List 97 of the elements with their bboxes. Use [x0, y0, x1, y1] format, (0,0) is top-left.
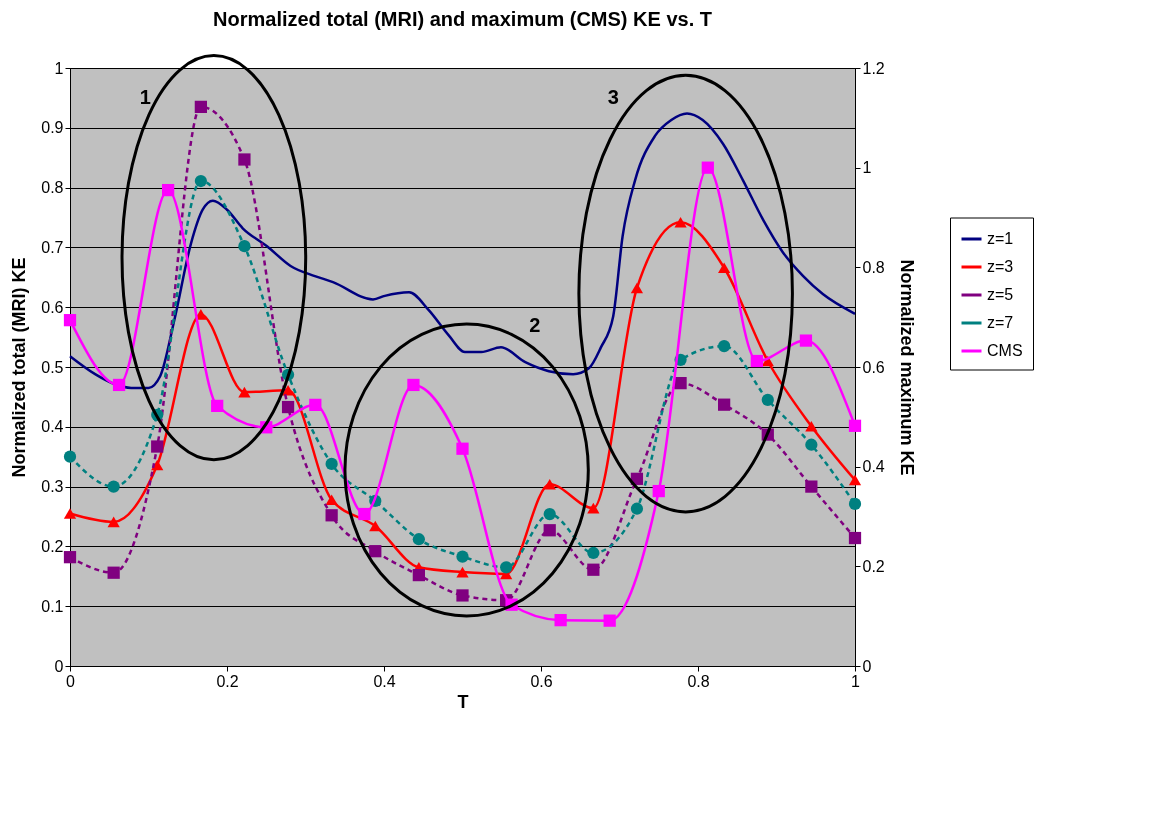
point	[456, 550, 469, 563]
point	[63, 450, 77, 463]
point	[281, 400, 295, 414]
point	[162, 183, 175, 197]
point	[543, 478, 556, 490]
y2-tick-label: 0.6	[862, 358, 885, 376]
point	[848, 497, 862, 511]
point	[456, 442, 469, 455]
point	[805, 480, 818, 493]
y-tick-label: 0	[54, 657, 64, 675]
y-tick-label: 0.2	[41, 537, 64, 555]
point	[63, 314, 77, 327]
point	[456, 589, 469, 602]
point	[543, 524, 556, 537]
y2-tick-label: 0	[862, 657, 872, 675]
y-tick-label: 0.8	[41, 179, 64, 197]
point	[325, 494, 338, 506]
point	[211, 399, 224, 412]
line-series	[68, 112, 857, 390]
point	[325, 457, 338, 470]
point	[194, 174, 207, 188]
y-tick-label: 0.6	[41, 298, 64, 316]
x-tick-label: 0.4	[373, 672, 396, 690]
point	[369, 520, 382, 532]
point	[750, 354, 763, 368]
y-tick-label: 0.4	[41, 418, 64, 436]
point	[238, 153, 251, 166]
point	[718, 339, 731, 353]
point	[281, 385, 295, 396]
x-tick-label: 1	[851, 672, 861, 690]
x-tick-label: 0	[66, 672, 76, 690]
x-tick-label: 0.8	[687, 672, 710, 690]
point	[107, 566, 120, 579]
point	[603, 614, 616, 627]
point	[587, 502, 600, 514]
point	[107, 516, 120, 528]
point	[412, 568, 425, 582]
y2-tick-label: 0.8	[862, 258, 885, 276]
point	[63, 508, 77, 519]
annotation: 2	[529, 313, 541, 336]
point	[848, 474, 862, 486]
point	[674, 216, 687, 228]
point	[369, 545, 382, 558]
point	[805, 420, 818, 432]
point	[543, 508, 556, 521]
legend-label: z=5	[987, 286, 1014, 303]
point	[587, 546, 600, 560]
point	[107, 480, 120, 493]
y2-axis-title: Normalized maximum KE	[896, 259, 917, 476]
point	[848, 531, 862, 545]
y-tick-label: 0.9	[41, 119, 64, 137]
y-tick-label: 1	[54, 59, 64, 77]
chart-title: Normalized total (MRI) and maximum (CMS) KE vs. T	[213, 8, 712, 30]
x-tick-label: 0.2	[216, 672, 239, 690]
y2-tick-label: 1	[862, 159, 872, 177]
y-tick-label: 0.3	[41, 478, 64, 496]
point	[701, 161, 714, 174]
y-axis-title: Normalized total (MRI) KE	[9, 257, 30, 478]
legend-label: z=7	[987, 314, 1014, 331]
point	[718, 398, 731, 411]
point	[587, 563, 600, 576]
point	[805, 438, 818, 451]
point	[151, 440, 164, 453]
point	[674, 377, 687, 390]
point	[630, 282, 644, 294]
point	[63, 551, 77, 564]
point	[112, 378, 126, 392]
point	[407, 378, 420, 392]
legend-label: z=3	[987, 258, 1014, 275]
point	[456, 566, 469, 578]
point	[500, 561, 513, 574]
y2-tick-label: 0.4	[862, 458, 885, 476]
legend-label: z=1	[987, 230, 1014, 247]
y-tick-label: 0.7	[41, 238, 64, 256]
point	[554, 614, 567, 627]
x-tick-label: 0.6	[530, 672, 553, 690]
y-tick-label: 0.1	[41, 597, 64, 615]
y2-tick-label: 0.2	[862, 557, 885, 575]
point	[718, 262, 731, 274]
point	[238, 240, 251, 253]
point	[194, 100, 207, 113]
point	[238, 386, 251, 398]
point	[799, 334, 813, 347]
y2-tick-label: 1.2	[862, 59, 885, 77]
point	[325, 509, 338, 522]
x-axis-title: T	[457, 691, 469, 712]
point	[309, 398, 322, 411]
annotation: 1	[139, 85, 151, 108]
annotation: 3	[607, 85, 619, 108]
point	[848, 419, 862, 432]
point	[412, 533, 425, 546]
point	[652, 484, 665, 498]
point	[630, 502, 644, 515]
y-tick-label: 0.5	[41, 358, 64, 376]
point	[761, 393, 774, 406]
point	[358, 507, 371, 521]
legend-label: CMS	[987, 342, 1023, 359]
